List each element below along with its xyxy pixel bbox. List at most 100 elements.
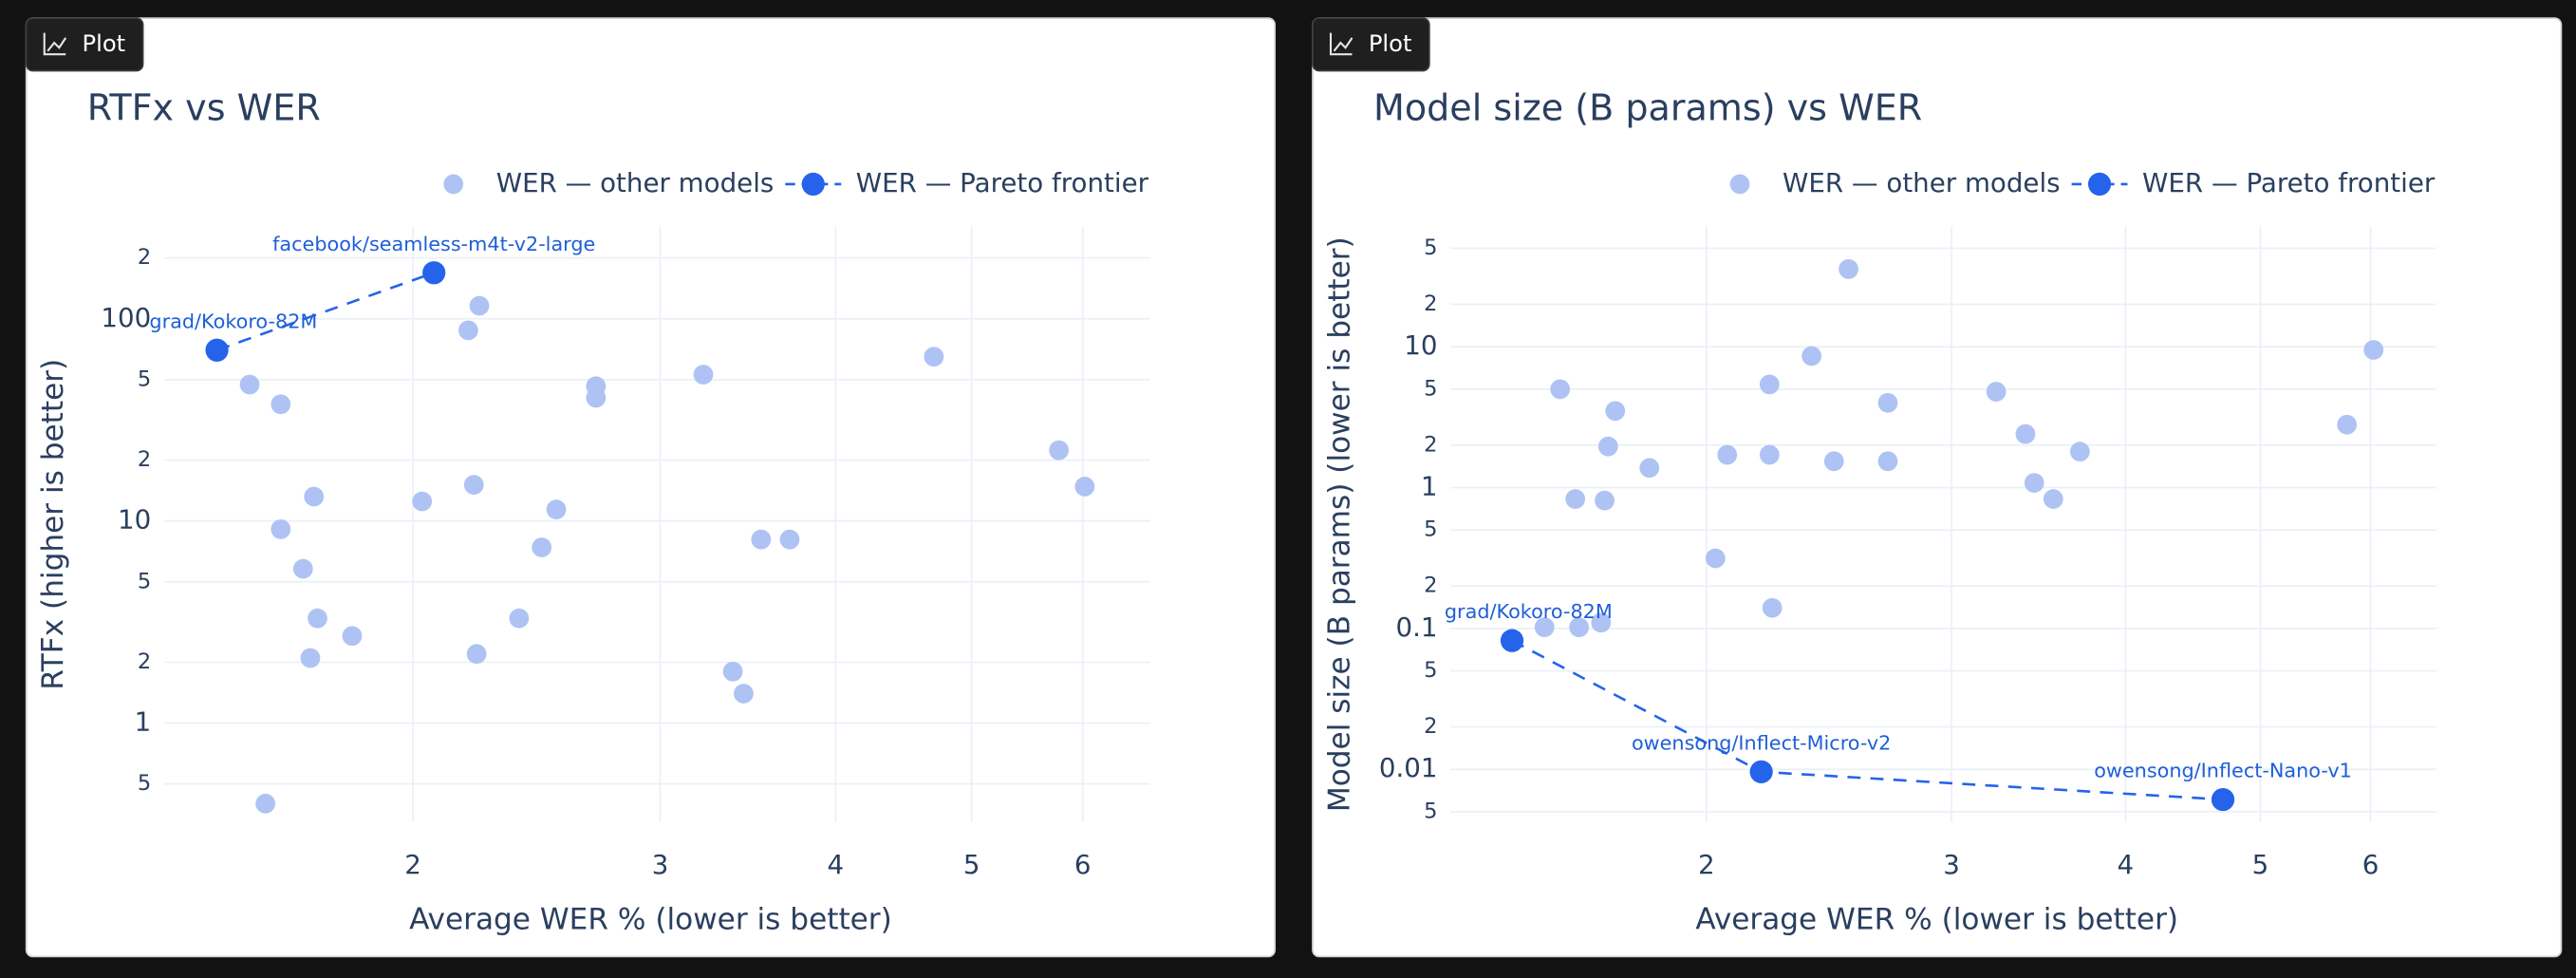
point bbox=[463, 475, 484, 495]
point bbox=[722, 661, 743, 682]
point bbox=[2043, 489, 2063, 509]
point bbox=[304, 486, 325, 507]
point bbox=[1049, 440, 1070, 461]
y-tick-label: 0.1 bbox=[1395, 611, 1437, 643]
y-tick-label: 5 bbox=[138, 771, 151, 796]
point bbox=[734, 684, 754, 704]
tab bbox=[25, 17, 144, 72]
point bbox=[1597, 436, 1618, 457]
y-axis-label: Model size (B params) (lower is better) bbox=[1322, 236, 1356, 812]
x-tick-label: 5 bbox=[963, 849, 980, 880]
point bbox=[458, 320, 478, 341]
y-tick-label: 2 bbox=[138, 447, 151, 472]
point bbox=[1839, 259, 1858, 279]
point bbox=[1534, 617, 1555, 637]
x-tick-label: 4 bbox=[2117, 849, 2134, 880]
point bbox=[292, 558, 313, 579]
y-axis-label: RTFx (higher is better) bbox=[36, 359, 70, 690]
y-tick-label: 5 bbox=[1424, 376, 1437, 401]
point bbox=[342, 626, 363, 647]
point bbox=[2069, 442, 2090, 462]
legend-label: WER — Pareto frontier bbox=[2142, 167, 2436, 198]
legend-marker bbox=[1729, 174, 1750, 195]
point bbox=[693, 365, 714, 385]
x-tick-label: 6 bbox=[1074, 849, 1092, 880]
y-tick-label: 5 bbox=[1424, 235, 1437, 260]
y-tick-label: 5 bbox=[1424, 799, 1437, 823]
point bbox=[271, 519, 291, 539]
frontier-point bbox=[422, 261, 446, 285]
panel bbox=[25, 17, 1277, 958]
point bbox=[1986, 382, 2007, 402]
y-tick-label: 1 bbox=[135, 706, 152, 738]
tab bbox=[1312, 17, 1430, 72]
y-tick-label: 2 bbox=[1424, 432, 1437, 457]
point bbox=[1705, 548, 1726, 569]
point bbox=[1717, 444, 1738, 465]
y-tick-label: 5 bbox=[1424, 658, 1437, 683]
frontier-point bbox=[1749, 760, 1773, 783]
point bbox=[2024, 473, 2044, 493]
point bbox=[239, 374, 260, 395]
point bbox=[924, 347, 944, 367]
x-tick-label: 5 bbox=[2252, 849, 2269, 880]
x-tick-label: 2 bbox=[404, 849, 421, 880]
y-tick-label: 5 bbox=[138, 569, 151, 593]
point bbox=[1074, 477, 1095, 497]
point bbox=[308, 608, 327, 629]
frontier-point bbox=[205, 338, 229, 362]
y-tick-label: 1 bbox=[1421, 471, 1438, 502]
point bbox=[2015, 423, 2036, 444]
point bbox=[1550, 379, 1571, 400]
tab-label: Plot bbox=[1369, 30, 1412, 57]
y-tick-label: 2 bbox=[1424, 574, 1437, 598]
legend-label: WER — other models bbox=[496, 167, 775, 198]
point bbox=[255, 793, 276, 814]
point bbox=[466, 644, 487, 665]
legend-marker bbox=[443, 174, 464, 195]
frontier-point bbox=[2211, 787, 2235, 812]
y-tick-label: 2 bbox=[1424, 714, 1437, 739]
x-tick-label: 2 bbox=[1698, 849, 1715, 880]
point bbox=[1762, 597, 1783, 618]
point bbox=[1595, 490, 1615, 511]
point bbox=[546, 499, 567, 519]
point bbox=[300, 648, 321, 668]
x-tick-label: 3 bbox=[652, 849, 669, 880]
chart-title: RTFx vs WER bbox=[87, 87, 321, 129]
frontier-line bbox=[216, 272, 435, 351]
legend-label: WER — other models bbox=[1783, 167, 2061, 198]
legend-label: WER — Pareto frontier bbox=[856, 167, 1149, 198]
point bbox=[779, 529, 800, 550]
y-tick-label: 2 bbox=[1424, 292, 1437, 316]
point-label: grad/Kokoro-82M bbox=[149, 310, 317, 332]
y-tick-label: 10 bbox=[118, 504, 151, 536]
y-tick-label: 10 bbox=[1404, 329, 1437, 361]
point bbox=[1877, 451, 1898, 472]
chart-title: Model size (B params) vs WER bbox=[1373, 87, 1922, 129]
point bbox=[271, 394, 291, 415]
point bbox=[1823, 451, 1844, 472]
point-label: owensong/Inflect-Micro-v2 bbox=[1632, 731, 1891, 754]
point bbox=[1759, 374, 1780, 395]
point bbox=[2363, 340, 2384, 360]
legend-marker bbox=[801, 172, 825, 197]
point bbox=[1565, 489, 1586, 509]
point-label: grad/Kokoro-82M bbox=[1445, 600, 1613, 623]
x-tick-label: 4 bbox=[827, 849, 844, 880]
x-axis-label: Average WER % (lower is better) bbox=[1695, 902, 2178, 936]
point bbox=[1801, 346, 1822, 367]
point bbox=[586, 387, 607, 408]
y-tick-label: 100 bbox=[101, 302, 151, 333]
y-tick-label: 5 bbox=[1424, 517, 1437, 542]
tab-label: Plot bbox=[83, 30, 126, 57]
point bbox=[751, 529, 772, 550]
y-tick-label: 0.01 bbox=[1379, 752, 1438, 783]
point bbox=[1877, 392, 1898, 413]
legend-marker bbox=[2087, 172, 2112, 197]
point bbox=[2337, 414, 2358, 435]
tab-icon bbox=[43, 32, 67, 56]
point bbox=[1591, 612, 1612, 633]
